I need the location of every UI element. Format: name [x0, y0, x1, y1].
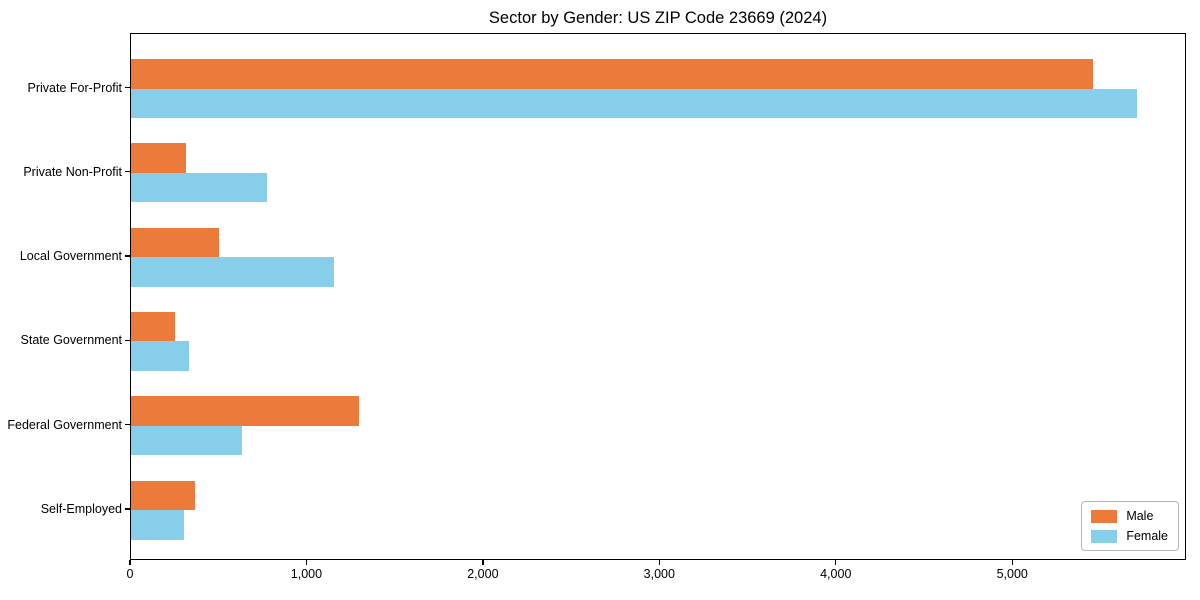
x-tick-mark [482, 560, 484, 565]
x-tick-label: 2,000 [467, 567, 499, 581]
legend-label-female: Female [1126, 529, 1168, 543]
x-tick-label: 3,000 [643, 567, 675, 581]
x-tick-mark [129, 560, 131, 565]
y-tick-label: Federal Government [7, 417, 122, 432]
y-tick-mark [125, 508, 130, 510]
male-color-swatch [1091, 509, 1118, 523]
bar-male [131, 143, 186, 173]
y-tick-mark [125, 171, 130, 173]
y-tick-label: State Government [20, 333, 122, 348]
x-tick-label: 5,000 [996, 567, 1028, 581]
legend-label-male: Male [1126, 509, 1154, 523]
x-tick-mark [305, 560, 308, 565]
bar-female [131, 510, 184, 540]
legend-item-male: Male [1091, 509, 1168, 523]
legend-item-female: Female [1091, 529, 1168, 543]
y-tick-mark [125, 339, 130, 342]
bar-male [131, 59, 1093, 89]
x-tick-mark [835, 560, 837, 565]
bar-male [131, 396, 359, 426]
bar-female [131, 341, 190, 371]
bar-female [131, 88, 1137, 118]
plot-area: Male Female [130, 33, 1186, 560]
y-tick-label: Private Non-Profit [23, 164, 122, 179]
female-color-swatch [1091, 529, 1118, 543]
y-tick-mark [125, 255, 130, 257]
x-tick-label: 0 [126, 567, 134, 581]
bar-female [131, 172, 267, 203]
y-tick-mark [125, 424, 130, 426]
y-tick-label: Private For-Profit [27, 80, 122, 95]
y-tick-mark [125, 86, 130, 89]
legend: Male Female [1081, 501, 1179, 551]
x-tick-label: 4,000 [820, 567, 852, 581]
x-tick-mark [658, 560, 660, 565]
y-tick-label: Self-Employed [40, 502, 122, 516]
bar-male [131, 480, 195, 510]
bar-male [131, 227, 220, 258]
y-tick-label: Local Government [19, 249, 122, 264]
bar-female [131, 425, 243, 456]
x-tick-mark [1011, 560, 1013, 565]
x-tick-label: 1,000 [290, 567, 323, 581]
bar-female [131, 257, 334, 287]
chart-title: Sector by Gender: US ZIP Code 23669 (202… [488, 9, 828, 27]
bar-male [131, 311, 176, 342]
